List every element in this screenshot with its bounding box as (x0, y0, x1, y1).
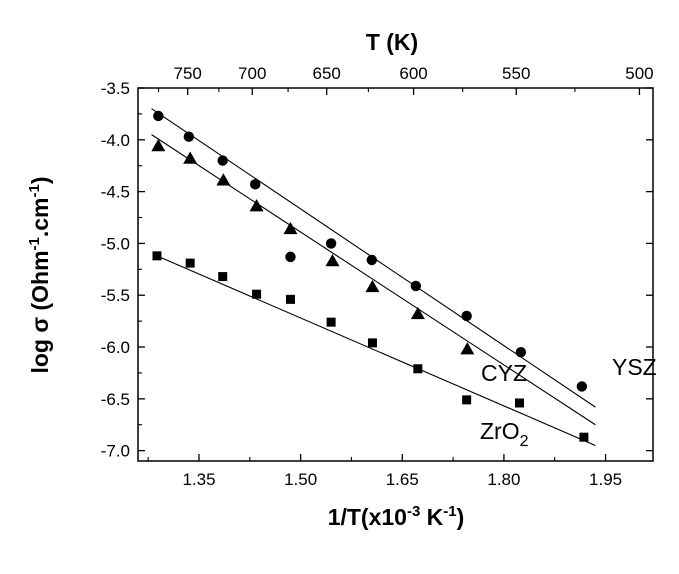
data-point-ysz (250, 179, 261, 190)
data-point-ysz (217, 155, 228, 166)
x-tick-label: 1.80 (487, 470, 520, 489)
x-tick-label: 1.35 (182, 470, 215, 489)
top-tick-label: 600 (399, 64, 427, 83)
top-tick-label: 750 (174, 64, 202, 83)
top-tick-label: 650 (313, 64, 341, 83)
x-axis-title-sup1: -3 (407, 503, 420, 520)
y-axis-title-end: ) (27, 176, 53, 184)
data-point-zro2 (462, 395, 472, 405)
top-axis-title: T (K) (366, 29, 418, 55)
data-point-zro2 (152, 251, 162, 261)
series-label-zro2-sub: 2 (520, 433, 529, 450)
y-tick-label: -4.5 (101, 183, 130, 202)
data-point-ysz (325, 238, 337, 249)
y-tick-label: -7.0 (101, 442, 130, 461)
data-point-zro2 (185, 258, 195, 268)
x-axis-title-end: ) (457, 504, 465, 530)
y-axis-title-main: log σ (Ohm (27, 250, 53, 373)
top-tick-label: 700 (238, 64, 266, 83)
axis-ticks: 1.35 1.50 1.65 1.80 1.95 -3.5 -4.0 -4.5 -5.0 -5.5… (101, 64, 654, 489)
data-point-zro2 (326, 317, 336, 327)
data-point-ysz (366, 254, 377, 266)
x-tick-label: 1.95 (589, 470, 622, 489)
data-point-ysz (285, 251, 296, 263)
data-point-cyz (216, 173, 231, 186)
data-point-ysz (153, 110, 164, 122)
fit-line-cyz (151, 134, 596, 426)
data-point-zro2 (285, 294, 295, 304)
data-point-cyz (460, 342, 475, 355)
data-point-zro2 (252, 289, 262, 299)
data-point-cyz (249, 199, 264, 212)
data-point-ysz (410, 280, 422, 292)
series-label-zro2-main: ZrO (480, 418, 520, 444)
x-tick-label: 1.65 (386, 470, 419, 489)
series-label-cyz-main: CYZ (481, 360, 527, 386)
top-tick-label: 550 (502, 64, 530, 83)
data-point-ysz (461, 310, 472, 322)
x-tick-label: 1.50 (284, 470, 317, 489)
data-point-zro2 (367, 338, 377, 348)
y-axis-title: log σ (Ohm-1.cm-1) (26, 176, 53, 373)
y-tick-label: -3.5 (101, 79, 130, 98)
data-marks (151, 108, 596, 446)
series-label-ysz-main: YSZ (612, 354, 657, 380)
y-axis-title-sup2: -1 (26, 184, 43, 197)
data-point-zro2 (218, 272, 228, 282)
plot-frame (137, 87, 654, 462)
data-point-ysz (183, 131, 195, 142)
data-point-ysz (515, 347, 527, 358)
data-point-zro2 (413, 364, 423, 374)
data-point-ysz (576, 381, 588, 392)
x-axis-title-mid: K (420, 504, 443, 530)
y-tick-label: -4.0 (101, 131, 130, 150)
data-point-cyz (325, 254, 340, 267)
data-point-zro2 (579, 432, 589, 442)
y-tick-label: -5.0 (101, 234, 130, 253)
x-axis-title: 1/T(x10-3 K-1) (328, 503, 465, 530)
data-point-cyz (410, 306, 425, 320)
fit-line-zro2 (156, 255, 596, 446)
data-point-zro2 (515, 398, 525, 408)
top-tick-label: 500 (625, 64, 653, 83)
series-label-cyz: CYZ (481, 360, 527, 386)
y-tick-label: -6.0 (101, 338, 130, 357)
data-point-cyz (151, 139, 166, 152)
series-label-zro2: ZrO2 (480, 418, 529, 450)
data-point-cyz (283, 221, 298, 235)
y-axis-title-sup1: -1 (26, 237, 43, 250)
data-point-cyz (365, 279, 380, 293)
y-tick-label: -5.5 (101, 286, 130, 305)
x-axis-title-main: 1/T(x10 (328, 504, 407, 530)
data-point-cyz (183, 151, 198, 164)
y-axis-title-mid: .cm (27, 197, 53, 237)
series-label-ysz: YSZ (612, 354, 657, 380)
x-axis-title-sup2: -1 (443, 503, 456, 520)
y-tick-label: -6.5 (101, 390, 130, 409)
